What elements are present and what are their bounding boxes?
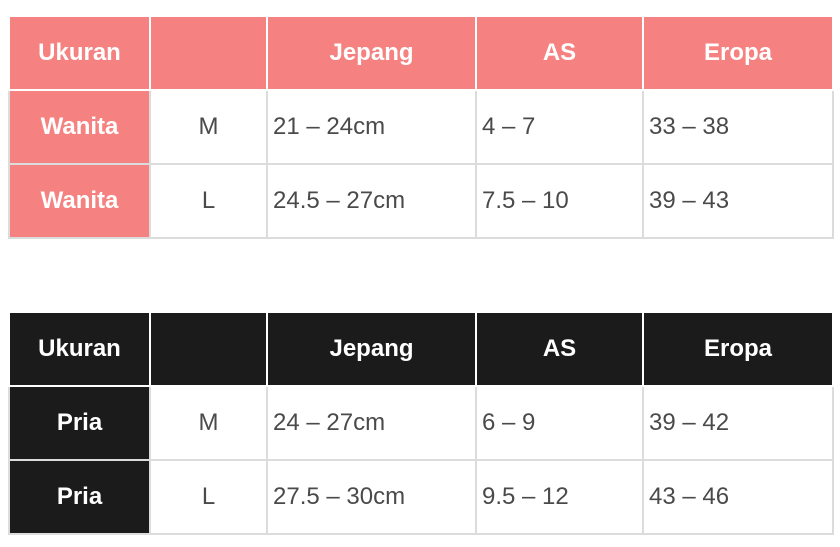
europe-cell: 39 – 43 bbox=[642, 163, 834, 239]
japan-cell: 21 – 24cm bbox=[266, 89, 477, 165]
table-row: Wanita L 24.5 – 27cm 7.5 – 10 39 – 43 bbox=[8, 163, 834, 239]
europe-cell: 43 – 46 bbox=[642, 459, 834, 535]
header-europe: Eropa bbox=[642, 311, 834, 387]
europe-cell: 39 – 42 bbox=[642, 385, 834, 461]
japan-cell: 24.5 – 27cm bbox=[266, 163, 477, 239]
table-row: Pria L 27.5 – 30cm 9.5 – 12 43 – 46 bbox=[8, 459, 834, 535]
header-row: Ukuran Jepang AS Eropa bbox=[8, 311, 834, 387]
size-cell: M bbox=[149, 89, 268, 165]
table-row: Pria M 24 – 27cm 6 – 9 39 – 42 bbox=[8, 385, 834, 461]
header-us: AS bbox=[475, 15, 644, 91]
header-blank bbox=[149, 15, 268, 91]
header-size: Ukuran bbox=[8, 15, 151, 91]
header-blank bbox=[149, 311, 268, 387]
us-cell: 9.5 – 12 bbox=[475, 459, 644, 535]
europe-cell: 33 – 38 bbox=[642, 89, 834, 165]
header-row: Ukuran Jepang AS Eropa bbox=[8, 15, 834, 91]
gender-cell: Pria bbox=[8, 385, 151, 461]
table-row: Wanita M 21 – 24cm 4 – 7 33 – 38 bbox=[8, 89, 834, 165]
size-cell: L bbox=[149, 163, 268, 239]
us-cell: 6 – 9 bbox=[475, 385, 644, 461]
women-size-table: Ukuran Jepang AS Eropa Wanita M 21 – 24c… bbox=[8, 15, 834, 239]
header-us: AS bbox=[475, 311, 644, 387]
gender-cell: Wanita bbox=[8, 89, 151, 165]
japan-cell: 24 – 27cm bbox=[266, 385, 477, 461]
men-size-table: Ukuran Jepang AS Eropa Pria M 24 – 27cm … bbox=[8, 311, 834, 535]
header-japan: Jepang bbox=[266, 311, 477, 387]
gender-cell: Wanita bbox=[8, 163, 151, 239]
size-cell: M bbox=[149, 385, 268, 461]
header-japan: Jepang bbox=[266, 15, 477, 91]
us-cell: 7.5 – 10 bbox=[475, 163, 644, 239]
japan-cell: 27.5 – 30cm bbox=[266, 459, 477, 535]
gender-cell: Pria bbox=[8, 459, 151, 535]
header-europe: Eropa bbox=[642, 15, 834, 91]
header-size: Ukuran bbox=[8, 311, 151, 387]
size-cell: L bbox=[149, 459, 268, 535]
us-cell: 4 – 7 bbox=[475, 89, 644, 165]
